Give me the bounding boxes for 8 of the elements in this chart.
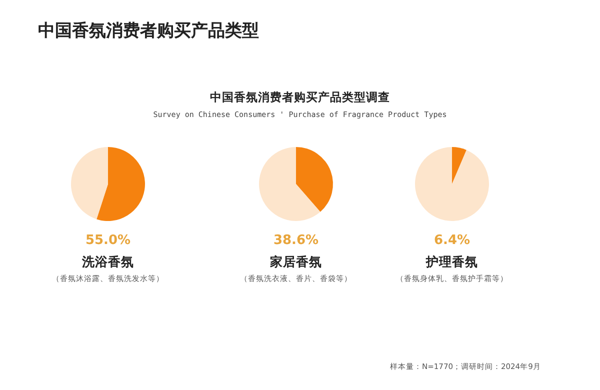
text: 中国香氛消费者购买产品类型 (38, 21, 259, 41)
text: 洗浴香氛 (81, 254, 134, 269)
text: 中国香氛消费者购买产品类型调查 (210, 90, 390, 104)
text: 6.4% (434, 233, 470, 248)
text: 家居香氛 (269, 254, 322, 269)
text: 护理香氛 (425, 254, 478, 269)
text: 55.0% (85, 233, 131, 248)
text: 38.6% (273, 233, 319, 248)
